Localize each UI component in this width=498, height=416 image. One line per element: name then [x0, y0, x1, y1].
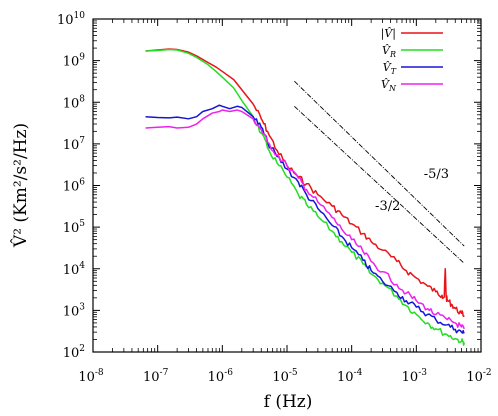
series-line: [145, 48, 465, 318]
series-line: [145, 109, 465, 330]
slope-annotations: -5/3 -3/2: [375, 167, 449, 214]
x-tick-label: 10-3: [402, 368, 428, 385]
y-tick-label: 108: [63, 94, 86, 111]
x-tick-label: 10-6: [208, 368, 234, 385]
x-tick-label: 10-8: [78, 368, 104, 385]
slope-annotation: -3/2: [375, 199, 400, 214]
y-axis-label: V̂² (Km²/s²/Hz): [11, 123, 31, 248]
slope-line: [294, 105, 465, 264]
slope-line: [294, 80, 465, 247]
y-tick-label: 104: [63, 261, 86, 278]
series-line: [145, 48, 465, 346]
slope-reference-lines: [294, 80, 465, 264]
axis-ticks: [92, 18, 482, 353]
y-tick-label: 102: [63, 344, 85, 361]
y-tick-label: 106: [63, 178, 86, 195]
plot-frame: [92, 18, 482, 353]
x-tick-label: 10-7: [143, 368, 169, 385]
x-tick-labels: 10-8 10-7 10-6 10-5 10-4 10-3 10-2: [78, 368, 491, 385]
y-tick-label: 103: [63, 302, 86, 319]
legend-label: V̂N: [381, 78, 397, 93]
y-tick-label: 105: [63, 219, 86, 236]
legend: |V̂| V̂R V̂T V̂N: [381, 27, 443, 93]
x-tick-label: 10-4: [337, 368, 363, 385]
series-lines: [145, 48, 465, 346]
y-tick-label: 109: [63, 53, 86, 70]
x-axis-label: f (Hz): [264, 392, 313, 412]
x-tick-label: 10-2: [466, 368, 491, 385]
x-tick-label: 10-5: [272, 368, 298, 385]
y-tick-label: 107: [63, 136, 86, 153]
y-tick-label: 1010: [57, 11, 85, 28]
legend-label: |V̂|: [381, 27, 396, 41]
slope-annotation: -5/3: [424, 167, 449, 182]
legend-label: V̂R: [382, 44, 396, 59]
legend-label: V̂T: [383, 61, 397, 76]
y-tick-labels: 102 103 104 105 106 107 108 109 1010: [57, 11, 85, 361]
